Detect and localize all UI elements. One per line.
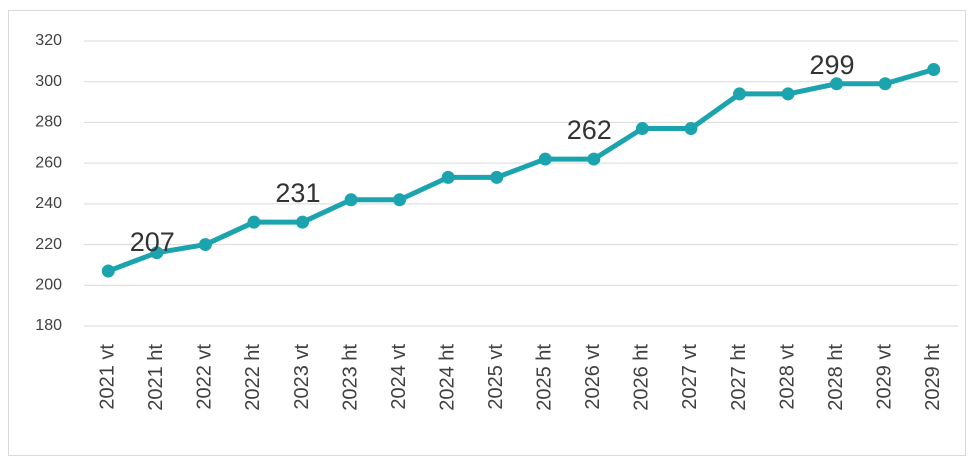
y-tick-label: 220 xyxy=(35,236,62,253)
y-tick-label: 300 xyxy=(35,73,62,90)
x-tick-label: 2027 ht xyxy=(728,344,750,411)
y-tick-label: 180 xyxy=(35,317,62,334)
line xyxy=(107,67,935,274)
data-label: 231 xyxy=(275,178,320,208)
marker xyxy=(296,215,309,229)
x-tick-label: 2029 ht xyxy=(922,344,944,411)
marker xyxy=(635,122,649,136)
marker xyxy=(781,87,795,101)
x-tick-label: 2029 vt xyxy=(873,344,895,410)
marker xyxy=(393,193,407,207)
x-tick-label: 2022 vt xyxy=(194,344,216,410)
marker xyxy=(101,264,115,278)
data-label: 262 xyxy=(567,115,612,145)
x-tick-label: 2022 ht xyxy=(242,344,264,411)
x-tick-label: 2028 ht xyxy=(825,344,847,411)
marker xyxy=(490,170,504,184)
marker xyxy=(927,63,941,76)
marker xyxy=(830,77,844,91)
marker xyxy=(684,122,698,136)
chart-frame xyxy=(8,10,966,456)
y-tick-label: 280 xyxy=(35,114,62,131)
marker xyxy=(587,152,601,166)
marker xyxy=(441,170,455,184)
y-tick-label: 320 xyxy=(35,32,62,49)
x-tick-label: 2025 vt xyxy=(485,344,507,410)
y-tick-label: 200 xyxy=(35,277,62,294)
x-tick-label: 2021 vt xyxy=(97,344,119,410)
marker xyxy=(150,246,164,260)
marker xyxy=(538,152,552,166)
x-tick-label: 2027 vt xyxy=(679,344,701,410)
data-label: 207 xyxy=(130,227,175,257)
x-tick-label: 2024 ht xyxy=(436,344,458,411)
x-tick-label: 2024 vt xyxy=(388,344,410,410)
y-tick-label: 240 xyxy=(35,195,62,212)
marker xyxy=(198,238,212,252)
x-tick-label: 2026 vt xyxy=(582,344,604,410)
x-tick-label: 2025 ht xyxy=(534,344,556,411)
y-tick-label: 260 xyxy=(35,154,62,171)
x-tick-label: 2023 ht xyxy=(339,344,361,411)
marker xyxy=(247,215,261,229)
x-tick-label: 2026 ht xyxy=(631,344,653,411)
x-tick-label: 2021 ht xyxy=(145,344,167,411)
marker xyxy=(878,77,892,91)
data-label: 299 xyxy=(810,50,855,80)
marker xyxy=(344,193,358,207)
x-tick-label: 2023 vt xyxy=(291,344,313,410)
marker xyxy=(733,87,746,101)
x-tick-label: 2028 vt xyxy=(776,344,798,410)
